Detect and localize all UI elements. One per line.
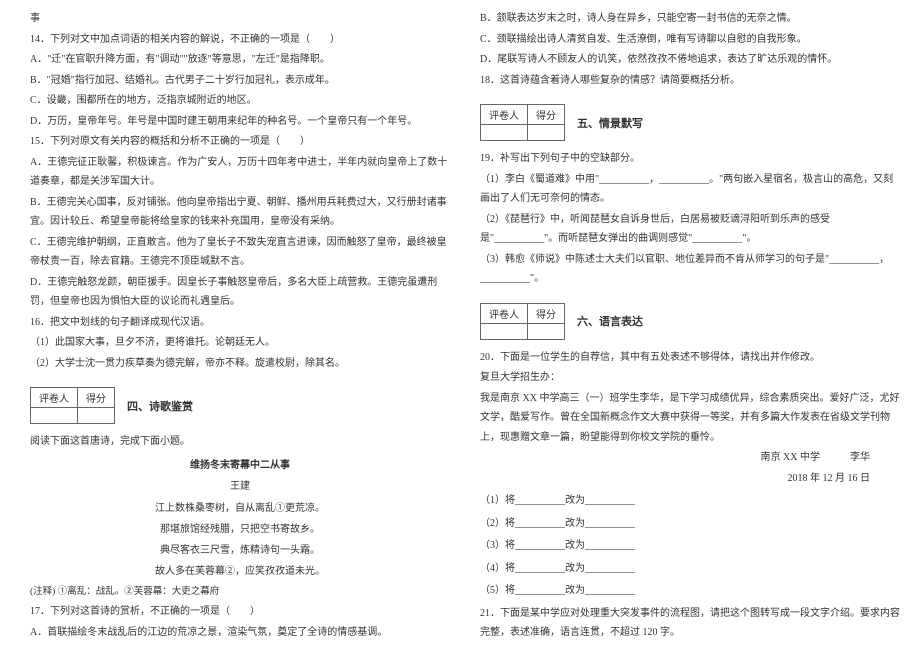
edit-line-4: （4）将__________改为__________ <box>480 559 900 579</box>
q14-opt-d: D．万历，皇帝年号。年号是中国时建王朝用来纪年的种名号。一个皇帝只有一个年号。 <box>30 112 450 132</box>
edit-line-5: （5）将__________改为__________ <box>480 581 900 601</box>
score-blank <box>78 408 115 424</box>
scoring-block-6: 评卷人 得分 六、语言表达 <box>480 303 900 340</box>
q16-stem: 16．把文中划线的句子翻译成现代汉语。 <box>30 313 450 333</box>
letter-signature: 南京 XX 中学 李华 <box>480 448 900 468</box>
right-column: B．颔联表达岁末之时，诗人身在异乡，只能空寄一封书信的无奈之情。 C．颈联描绘出… <box>465 8 900 643</box>
letter-body: 我是南京 XX 中学高三（一）班学生李华，是下学习成绩优异，综合素质突出。爱好广… <box>480 389 900 448</box>
score-col-points: 得分 <box>78 388 115 408</box>
section-5-title: 五、情景默写 <box>577 115 643 131</box>
trailing-char: 事 <box>30 9 450 29</box>
scoring-block-4: 评卷人 得分 四、诗歌鉴赏 <box>30 387 450 424</box>
poem-author: 王建 <box>30 477 450 497</box>
score-col-examiner: 评卷人 <box>481 303 528 323</box>
q15-stem: 15．下列对原文有关内容的概括和分析不正确的一项是（ ） <box>30 132 450 152</box>
q15-opt-d: D．王德完触怒龙颜，朝臣援手。因皇长子事触怒皇帝后，多名大臣上疏营救。王德完虽遭… <box>30 273 450 312</box>
score-table: 评卷人 得分 <box>30 387 115 424</box>
q17-opt-c: C．颈联描绘出诗人清贫自发、生活潦倒，唯有写诗聊以自慰的自我形象。 <box>480 30 900 50</box>
section-6-title: 六、语言表达 <box>577 313 643 329</box>
poem-line-4: 故人多在芙蓉幕②，应笑孜孜道未光。 <box>30 562 450 582</box>
scoring-block-5: 评卷人 得分 五、情景默写 <box>480 104 900 141</box>
score-col-points: 得分 <box>528 303 565 323</box>
score-blank <box>481 323 528 339</box>
edit-line-3: （3）将__________改为__________ <box>480 536 900 556</box>
letter-salute: 复旦大学招生办： <box>480 368 900 388</box>
q18-stem: 18．这首诗蕴含着诗人哪些复杂的情感？请简要概括分析。 <box>480 71 900 91</box>
q17-opt-a: A．首联描绘冬末战乱后的江边的荒凉之景，渲染气氛，奠定了全诗的情感基调。 <box>30 623 450 643</box>
poem-line-1: 江上数株桑枣树，自从离乱①更荒凉。 <box>30 499 450 519</box>
poem-note: (注释) ①离乱：战乱。②芙蓉幕：大吏之幕府 <box>30 583 450 602</box>
score-blank <box>31 408 78 424</box>
q19-sub3: （3）韩愈《师说》中陈述士大夫们以官职、地位差异而不肯从师学习的句子是"____… <box>480 250 900 289</box>
q15-opt-b: B．王德完关心国事，反对铺张。他向皇帝指出宁夏、朝鲜、播州用兵耗费过大，又行册封… <box>30 193 450 232</box>
score-col-examiner: 评卷人 <box>481 105 528 125</box>
q14-opt-c: C．设畿，围都所在的地方，泛指京城附近的地区。 <box>30 91 450 111</box>
q16-sub2: （2）大学士沈一贯力疾草奏为德完解，帝亦不释。旋遣校尉，除其名。 <box>30 354 450 374</box>
poem-line-2: 那堪旅馆经残腊，只把空书寄故乡。 <box>30 520 450 540</box>
section-4-title: 四、诗歌鉴赏 <box>127 398 193 414</box>
q19-sub1: （1）李白《蜀道难》中用"__________，__________。"两句嵌入… <box>480 170 900 209</box>
score-col-points: 得分 <box>528 105 565 125</box>
score-blank <box>528 125 565 141</box>
q17-opt-d: D．尾联写诗人不顾友人的讥笑，依然孜孜不倦地追求，表达了旷达乐观的情怀。 <box>480 50 900 70</box>
q14-opt-b: B．"冠婚"指行加冠、结婚礼。古代男子二十岁行加冠礼，表示成年。 <box>30 71 450 91</box>
q20-stem: 20．下面是一位学生的自荐信，其中有五处表述不够得体，请找出并作修改。 <box>480 348 900 368</box>
score-blank <box>528 323 565 339</box>
q19-sub2: （2）《琵琶行》中，听闻琵琶女自诉身世后，白居易被贬谪浔阳听到乐声的感受是"__… <box>480 210 900 249</box>
q16-sub1: （1）此国家大事，旦夕不济，更将谁托。论朝廷无人。 <box>30 333 450 353</box>
q15-opt-a: A．王德完征正耿馨，积极谏言。作为广安人，万历十四年考中进士，半年内就向皇帝上了… <box>30 153 450 192</box>
q17-stem: 17．下列对这首诗的赏析，不正确的一项是（ ） <box>30 602 450 622</box>
poem-line-3: 典尽客衣三尺雪，炼精诗句一头霜。 <box>30 541 450 561</box>
score-blank <box>481 125 528 141</box>
q14-opt-a: A．"迁"在官职升降方面，有"调动""放逐"等意思，"左迁"是指降职。 <box>30 50 450 70</box>
score-table: 评卷人 得分 <box>480 104 565 141</box>
edit-line-1: （1）将__________改为__________ <box>480 491 900 511</box>
q19-stem: 19．补写出下列句子中的空缺部分。 <box>480 149 900 169</box>
edit-line-2: （2）将__________改为__________ <box>480 514 900 534</box>
poem-intro: 阅读下面这首唐诗，完成下面小题。 <box>30 432 450 452</box>
q15-opt-c: C．王德完维护朝纲，正直敢言。他为了皇长子不致失宠直言进谏，因而触怒了皇帝，最终… <box>30 233 450 272</box>
letter-date: 2018 年 12 月 16 日 <box>480 469 900 489</box>
score-table: 评卷人 得分 <box>480 303 565 340</box>
score-col-examiner: 评卷人 <box>31 388 78 408</box>
left-column: 事 14．下列对文中加点词语的相关内容的解说，不正确的一项是（ ） A．"迁"在… <box>30 8 465 643</box>
poem-title: 维扬冬末寄幕中二从事 <box>30 456 450 476</box>
q14-stem: 14．下列对文中加点词语的相关内容的解说，不正确的一项是（ ） <box>30 30 450 50</box>
q17-opt-b: B．颔联表达岁末之时，诗人身在异乡，只能空寄一封书信的无奈之情。 <box>480 9 900 29</box>
q21-stem: 21．下面是某中学应对处理重大突发事件的流程图，请把这个图转写成一段文字介绍。要… <box>480 604 900 643</box>
